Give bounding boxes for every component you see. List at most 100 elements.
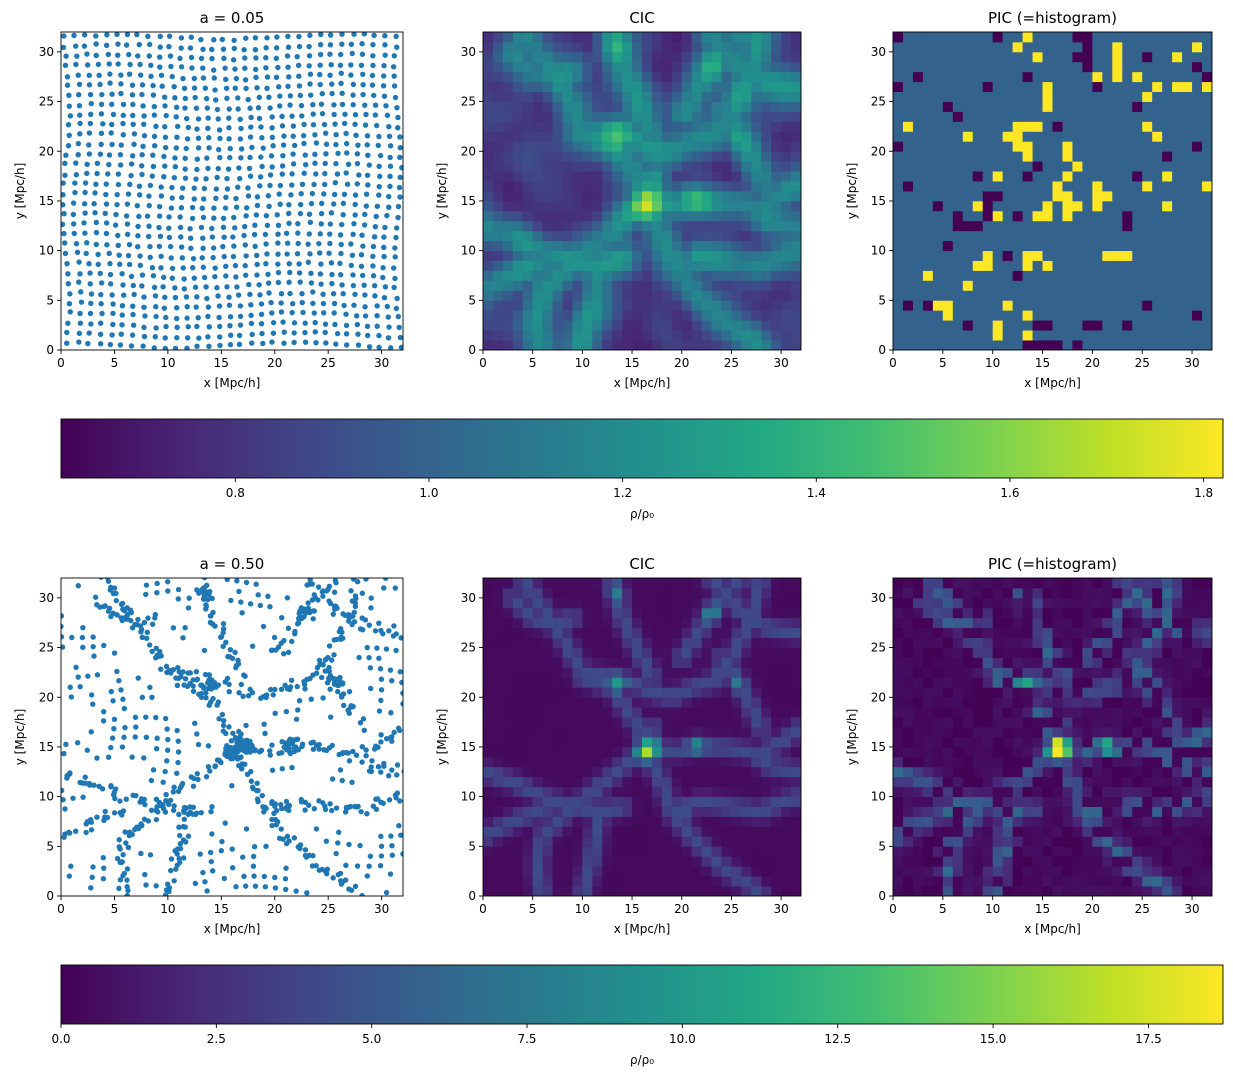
heatmap-cell: [622, 320, 633, 331]
particle-point: [190, 811, 196, 817]
particle-point: [231, 243, 237, 249]
particle-point: [235, 748, 241, 755]
heatmap-cell: [1202, 340, 1212, 350]
particle-point: [108, 744, 114, 751]
particle-point: [226, 106, 232, 112]
heatmap-cell: [962, 171, 974, 182]
heatmap-cell: [1122, 121, 1133, 132]
heatmap-cell: [1112, 81, 1123, 93]
heatmap-cell: [691, 667, 703, 678]
heatmap-cell: [1132, 41, 1143, 53]
heatmap-cell: [932, 220, 944, 232]
heatmap-cell: [721, 806, 732, 817]
heatmap-cell: [562, 796, 573, 807]
particle-point: [397, 174, 403, 181]
particle-point: [194, 770, 200, 777]
heatmap-cell: [562, 81, 573, 93]
heatmap-cell: [681, 886, 693, 896]
heatmap-cell: [1062, 240, 1073, 252]
heatmap-cell: [552, 61, 563, 73]
particle-point: [124, 231, 131, 238]
heatmap-cell: [992, 171, 1004, 182]
heatmap-cell: [632, 786, 643, 798]
heatmap-cell: [761, 776, 772, 788]
heatmap-cell: [1042, 41, 1053, 53]
heatmap-cell: [612, 220, 623, 232]
heatmap-cell: [721, 320, 732, 331]
heatmap-cell: [532, 81, 544, 93]
particle-point: [282, 886, 289, 893]
particle-point: [55, 834, 60, 839]
heatmap-cell: [701, 846, 712, 857]
heatmap-cell: [512, 141, 524, 152]
heatmap-cell: [791, 310, 801, 321]
particle-point: [378, 843, 385, 849]
heatmap-cell: [642, 51, 653, 63]
heatmap-cell: [483, 131, 494, 142]
heatmap-cell: [932, 171, 944, 182]
heatmap-cell: [1082, 240, 1093, 252]
heatmap-cell: [761, 310, 772, 321]
heatmap-cell: [532, 727, 544, 738]
heatmap-cell: [1202, 151, 1212, 162]
particle-point: [175, 738, 181, 744]
particle-point: [136, 213, 142, 220]
heatmap-cell: [781, 101, 792, 112]
heatmap-cell: [952, 141, 964, 152]
heatmap-cell: [492, 886, 504, 896]
particle-point: [284, 53, 291, 59]
particle-point: [117, 342, 124, 348]
particle-point: [339, 282, 345, 288]
heatmap-cell: [642, 181, 653, 192]
heatmap-cell: [1062, 330, 1073, 341]
heatmap-cell: [1012, 51, 1023, 63]
particle-point: [193, 176, 199, 182]
heatmap-cell: [1012, 250, 1023, 261]
heatmap-cell: [1002, 81, 1014, 93]
heatmap-cell: [902, 290, 914, 301]
heatmap-cell: [1132, 91, 1143, 102]
particle-point: [275, 84, 282, 90]
particle-point: [332, 179, 339, 186]
heatmap-cell: [1092, 240, 1103, 252]
particle-point: [298, 191, 304, 197]
heatmap-cell: [721, 330, 732, 341]
particle-point: [141, 304, 147, 310]
heatmap-cell: [1032, 51, 1043, 63]
heatmap-cell: [1082, 32, 1093, 43]
particle-point: [130, 303, 136, 309]
heatmap-cell: [622, 836, 633, 847]
x-tick-label: 0: [889, 356, 897, 370]
heatmap-cell: [612, 310, 623, 321]
heatmap-cell: [572, 717, 583, 728]
heatmap-cell: [711, 756, 722, 768]
heatmap-cell: [632, 756, 643, 768]
heatmap-cell: [741, 91, 752, 102]
particle-point: [320, 588, 326, 594]
heatmap-cell: [912, 161, 924, 172]
particle-point: [146, 193, 152, 199]
heatmap-cell: [711, 687, 722, 698]
heatmap-cell: [751, 161, 762, 172]
heatmap-cell: [512, 131, 524, 142]
heatmap-cell: [721, 191, 732, 202]
heatmap-cell: [992, 121, 1004, 132]
heatmap-cell: [902, 340, 914, 350]
particle-point: [386, 773, 392, 779]
particle-point: [116, 885, 122, 892]
particle-point: [386, 133, 393, 140]
particle-point: [228, 738, 235, 744]
particle-point: [225, 653, 231, 660]
heatmap-cell: [1012, 270, 1023, 281]
heatmap-cell: [791, 320, 801, 331]
heatmap-cell: [532, 677, 544, 688]
heatmap-cell: [781, 697, 792, 708]
heatmap-cell: [992, 101, 1004, 112]
particle-point: [289, 764, 295, 771]
heatmap-cell: [962, 71, 974, 83]
particle-point: [168, 205, 175, 211]
particle-point: [239, 610, 245, 616]
heatmap-cell: [1062, 210, 1073, 222]
heatmap-cell: [1072, 290, 1083, 301]
heatmap-cell: [671, 806, 683, 817]
